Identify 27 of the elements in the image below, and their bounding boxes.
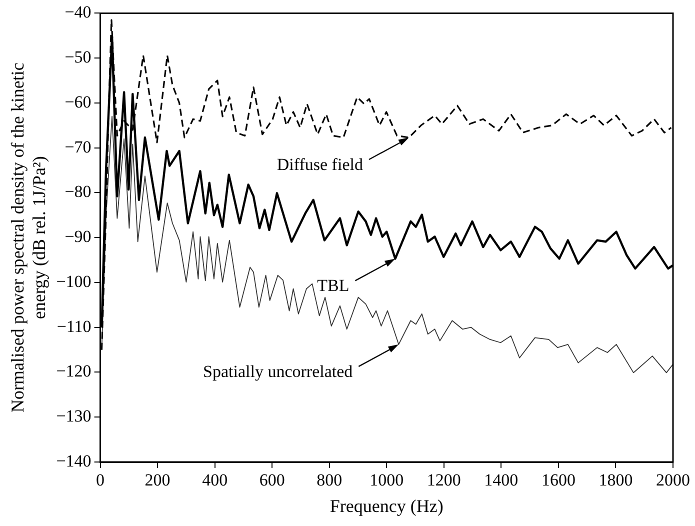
x-tick-label: 1800 <box>598 470 633 490</box>
y-tick-label: −70 <box>64 137 92 156</box>
y-tick-label: −90 <box>64 227 92 246</box>
x-axis-title: Frequency (Hz) <box>330 496 444 516</box>
y-tick-label: −130 <box>56 406 92 426</box>
x-tick-label: 2000 <box>656 470 690 490</box>
y-tick-label: −120 <box>56 362 92 381</box>
x-tick-label: 800 <box>316 470 342 490</box>
x-tick-label: 1400 <box>484 470 518 490</box>
x-tick-label: 1600 <box>541 470 576 490</box>
y-tick-label: −110 <box>56 316 92 336</box>
x-tick-label: 1000 <box>370 470 404 490</box>
y-axis-title: Normalised power spectral density of the kinetic energy (dB rel. 1J/Pa²) <box>8 62 50 413</box>
x-tick-label: 200 <box>144 470 170 490</box>
x-tick-label: 1200 <box>426 470 461 490</box>
y-tick-label: −50 <box>64 48 92 67</box>
y-tick-label: −100 <box>56 272 92 291</box>
y-tick-label: −80 <box>64 182 92 202</box>
x-tick-label: 600 <box>259 470 285 490</box>
annotation: TBL <box>317 276 350 296</box>
annotation: Spatially uncorrelated <box>203 362 354 381</box>
x-tick-label: 400 <box>202 470 228 490</box>
x-tick-label: 0 <box>96 470 105 490</box>
annotation: Diffuse field <box>276 154 364 174</box>
y-tick-label: −140 <box>56 451 92 470</box>
y-tick-label: −60 <box>64 92 92 112</box>
y-tick-label: −40 <box>64 2 92 22</box>
